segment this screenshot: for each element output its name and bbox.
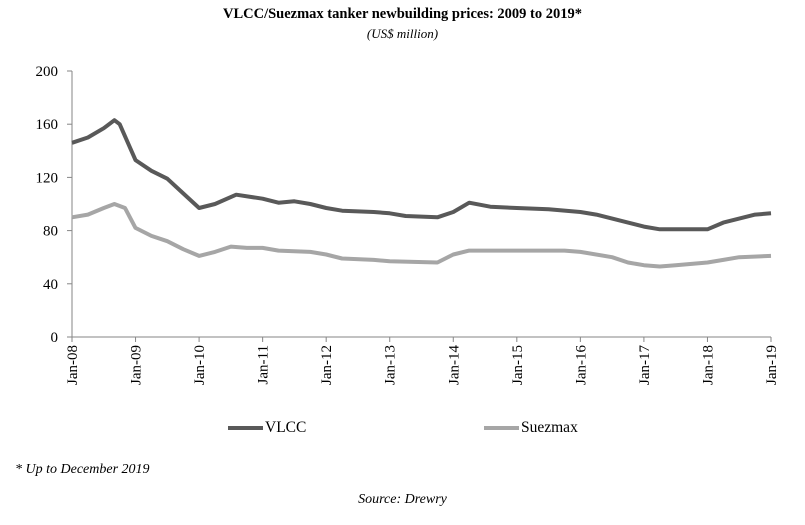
chart-title: VLCC/Suezmax tanker newbuilding prices: …: [222, 6, 583, 22]
y-tick-label: 0: [51, 330, 59, 346]
x-tick-label: Jan-16: [573, 345, 589, 385]
x-tick-label: Jan-17: [637, 345, 653, 385]
x-tick-label: Jan-12: [319, 345, 335, 385]
legend-label-suezmax: Suezmax: [521, 419, 578, 436]
y-tick-label: 120: [36, 170, 59, 186]
legend-item-vlcc: VLCC: [228, 419, 306, 437]
chart-subtitle: (US$ million): [366, 26, 439, 41]
x-tick-label: Jan-09: [129, 345, 145, 385]
x-tick-label: Jan-11: [256, 345, 272, 384]
legend-item-suezmax: Suezmax: [484, 419, 578, 437]
legend-swatch-suezmax: [484, 426, 519, 430]
y-tick-label: 80: [43, 224, 58, 240]
y-tick-label: 40: [43, 277, 58, 293]
footnote: * Up to December 2019: [15, 462, 150, 477]
legend-label-vlcc: VLCC: [265, 419, 307, 436]
y-tick-label: 200: [36, 64, 59, 80]
source-note: Source: Drewry: [358, 492, 447, 507]
x-tick-label: Jan-13: [383, 345, 399, 385]
x-tick-label: Jan-18: [700, 345, 716, 385]
x-tick-label: Jan-19: [764, 345, 780, 385]
x-tick-label: Jan-08: [65, 345, 81, 385]
x-tick-label: Jan-10: [192, 345, 208, 385]
legend-swatch-vlcc: [228, 426, 263, 430]
x-tick-label: Jan-15: [510, 345, 526, 385]
y-tick-label: 160: [36, 117, 59, 133]
x-tick-label: Jan-14: [446, 345, 462, 385]
series-line-vlcc: [71, 118, 772, 232]
series-line-suezmax: [71, 202, 772, 269]
